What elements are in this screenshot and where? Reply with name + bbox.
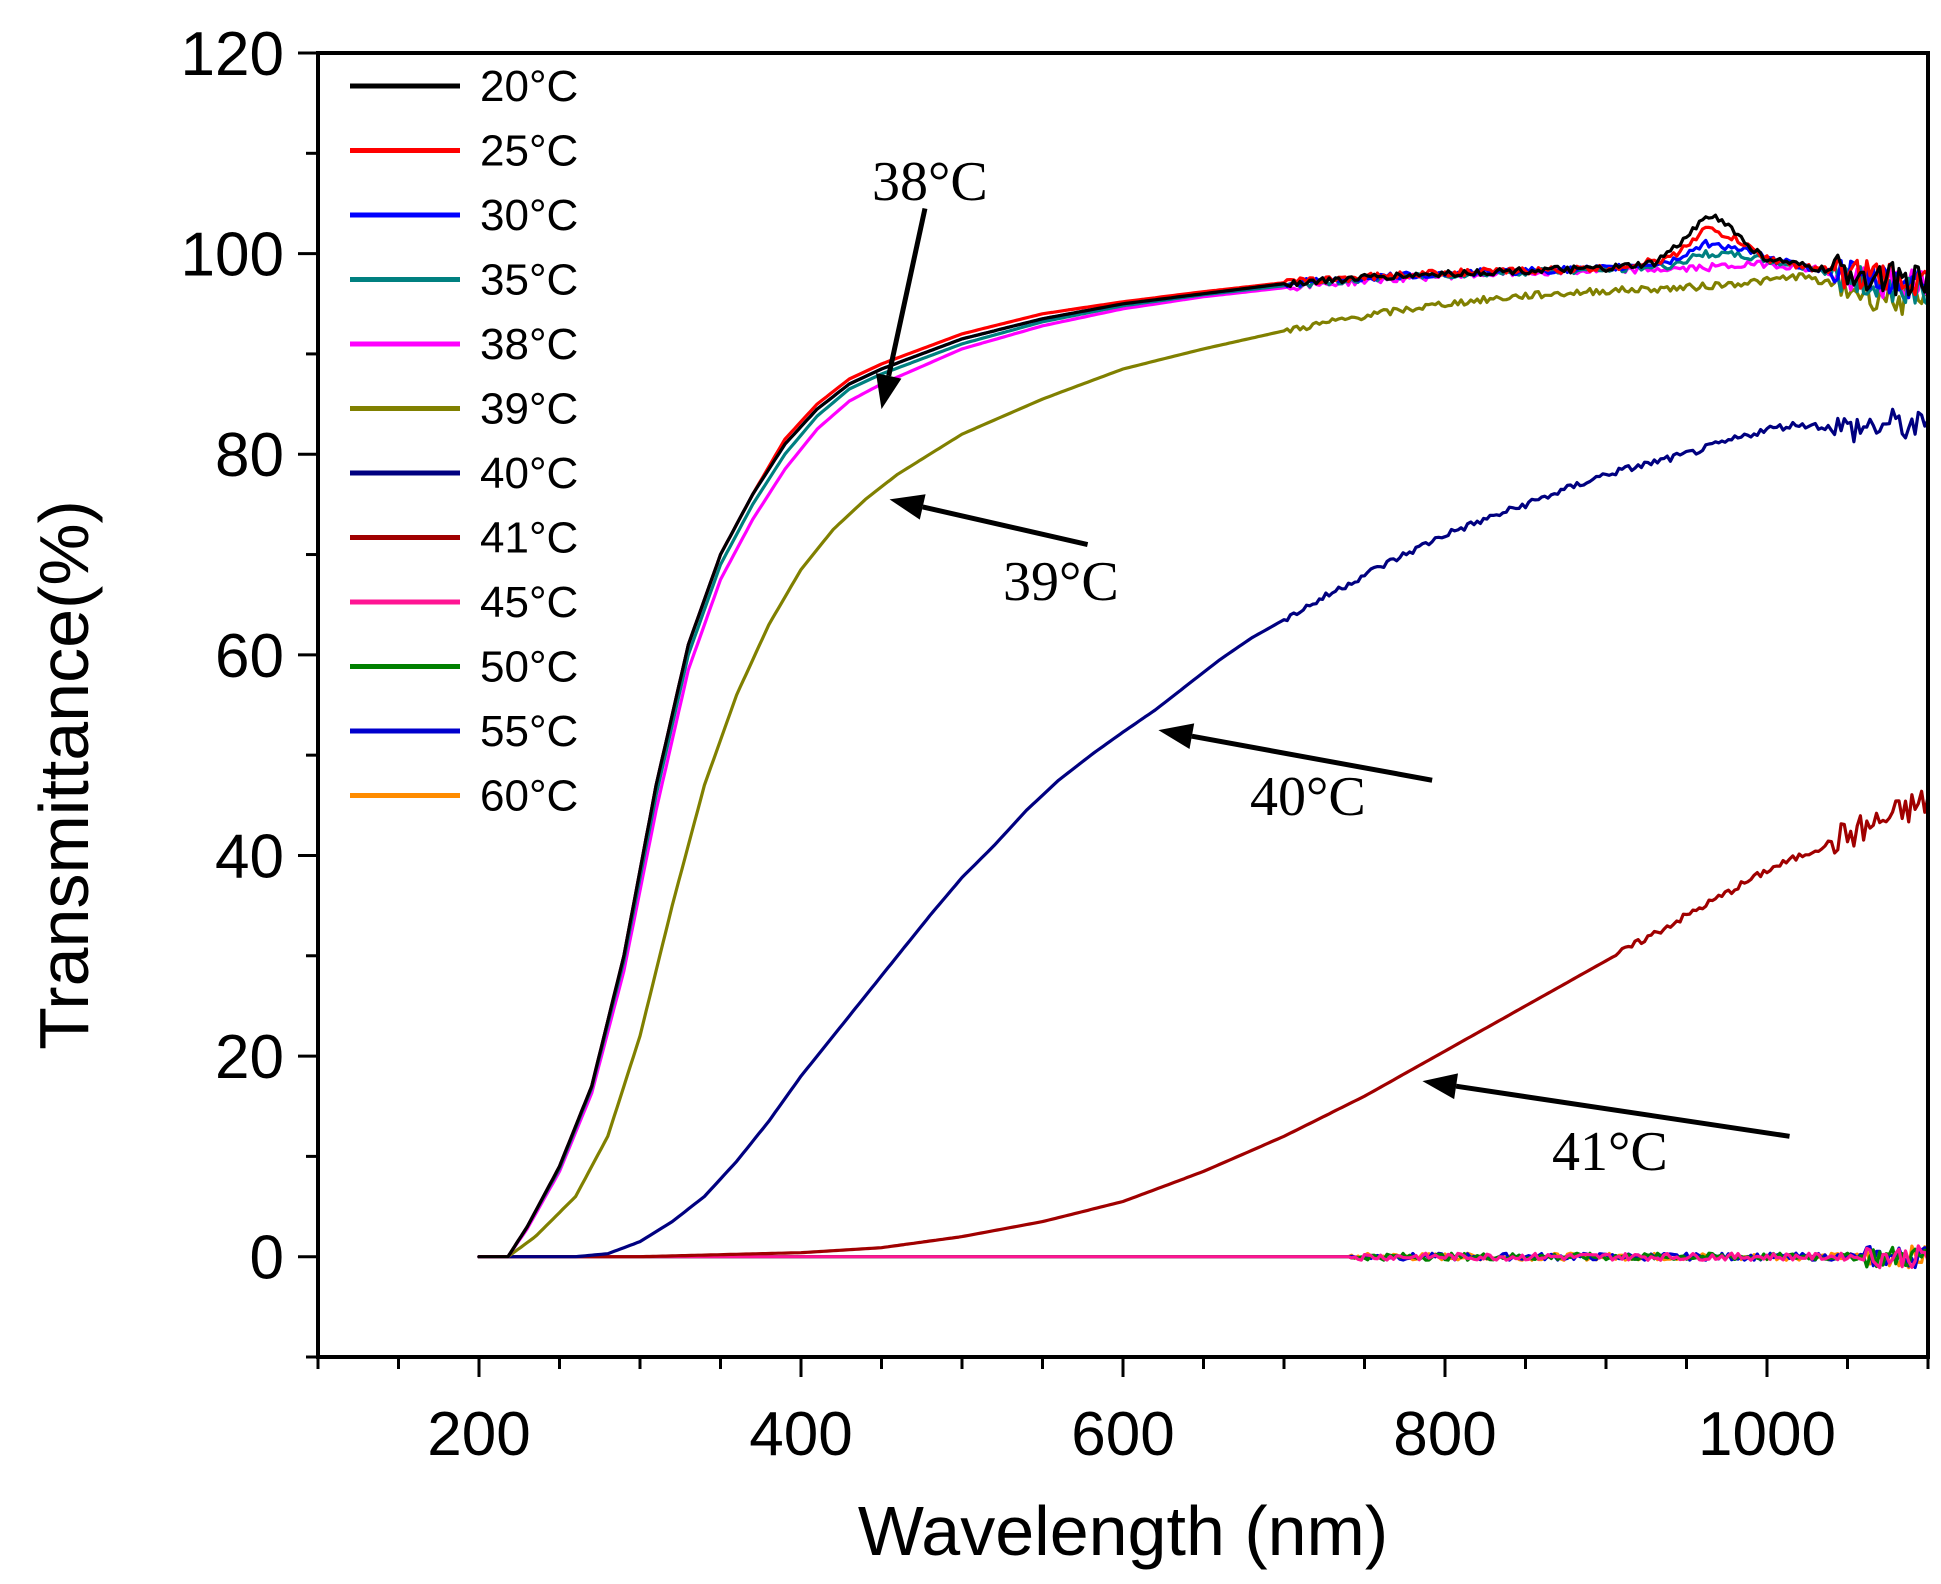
y-tick-label: 120 <box>181 20 284 89</box>
series-line-41c <box>477 789 1930 1259</box>
y-tick-label: 60 <box>215 622 284 691</box>
y-tick-label: 0 <box>250 1224 284 1293</box>
axis-ticks: 200 400 600 800 1000 0 20 40 60 80 100 120 <box>181 20 1930 1469</box>
legend-label: 60°C <box>480 772 578 821</box>
legend-label: 45°C <box>480 578 578 627</box>
legend-label: 30°C <box>480 191 578 240</box>
y-tick-label: 20 <box>215 1023 284 1092</box>
annotation-arrowhead <box>1422 1073 1459 1100</box>
y-tick-label: 80 <box>215 421 284 490</box>
annotation-arrowhead <box>1158 723 1195 749</box>
annotation-arrowhead <box>889 494 926 520</box>
series-line-38c <box>477 259 1930 1259</box>
annotation-label: 40°C <box>1250 766 1366 828</box>
annotation-label: 41°C <box>1552 1121 1668 1183</box>
y-tick-label: 100 <box>181 221 284 290</box>
legend-label: 41°C <box>480 514 578 563</box>
series-line-40c <box>477 407 1930 1259</box>
legend-label: 35°C <box>480 256 578 305</box>
annotation-label: 39°C <box>1003 551 1119 613</box>
annotations-group: 38°C 39°C 40°C 41°C <box>872 151 1790 1183</box>
legend: 20°C 25°C 30°C 35°C 38°C 39°C 40°C 41°C 45°C 50°C… <box>350 62 578 821</box>
legend-label: 40°C <box>480 449 578 498</box>
x-tick-label: 400 <box>749 1400 852 1469</box>
legend-label: 25°C <box>480 127 578 176</box>
legend-label: 50°C <box>480 643 578 692</box>
annotation-arrow <box>886 207 928 377</box>
x-tick-label: 200 <box>427 1400 530 1469</box>
y-tick-label: 40 <box>215 822 284 891</box>
series-line-20c <box>477 213 1930 1259</box>
series-line-45c <box>477 1244 1930 1270</box>
x-tick-label: 600 <box>1071 1400 1174 1469</box>
x-axis-title: Wavelength (nm) <box>858 1492 1388 1570</box>
legend-label: 38°C <box>480 320 578 369</box>
annotation-arrow <box>1455 1083 1790 1139</box>
x-tick-label: 800 <box>1393 1400 1496 1469</box>
legend-label: 39°C <box>480 385 578 434</box>
legend-label: 55°C <box>480 707 578 756</box>
legend-label: 20°C <box>480 62 578 111</box>
annotation-label: 38°C <box>872 151 988 213</box>
annotation-arrow <box>1191 733 1433 783</box>
series-group <box>477 213 1930 1270</box>
series-line-39c <box>477 271 1930 1259</box>
x-tick-label: 1000 <box>1698 1400 1836 1469</box>
y-axis-title: Transmittance(%) <box>25 500 103 1050</box>
annotation-arrowhead <box>875 373 902 410</box>
annotation-arrow <box>922 504 1089 547</box>
